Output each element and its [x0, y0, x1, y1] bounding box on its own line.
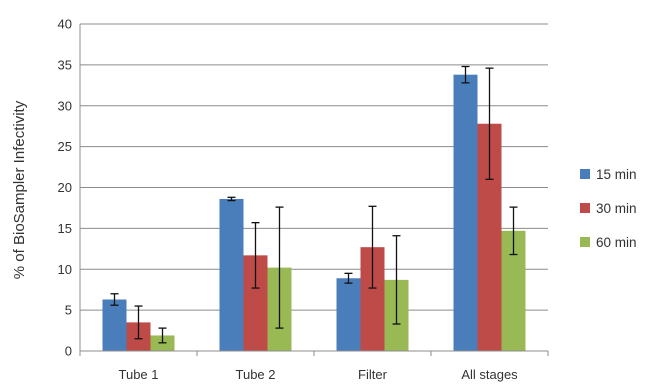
legend-swatch [580, 203, 590, 213]
bar [219, 198, 244, 351]
y-tick-label: 40 [58, 17, 72, 32]
legend-label: 60 min [596, 235, 637, 250]
error-bars [110, 65, 518, 344]
x-tick-label: All stages [461, 367, 518, 382]
legend-swatch [580, 169, 590, 179]
bars [102, 74, 526, 351]
x-tick-label: Filter [358, 367, 388, 382]
legend: 15 min 30 min 60 min [580, 167, 637, 250]
legend-label: 30 min [596, 201, 637, 216]
y-tick-label: 30 [58, 98, 72, 113]
legend-swatch [580, 237, 590, 247]
tick-labels: 0 5 10 15 20 25 30 35 40 Tube 1 Tube 2 Filter All st… [58, 17, 519, 383]
legend-label: 15 min [596, 167, 637, 182]
bar [336, 278, 361, 351]
gridlines [80, 23, 548, 311]
y-axis-title: % of BioSampler Infectivity [11, 100, 28, 279]
y-tick-label: 15 [58, 221, 72, 236]
x-tick-label: Tube 1 [119, 367, 159, 382]
axes [79, 24, 549, 356]
x-tick-label: Tube 2 [236, 367, 276, 382]
y-tick-label: 5 [65, 303, 72, 318]
y-tick-label: 20 [58, 180, 72, 195]
y-tick-label: 25 [58, 139, 72, 154]
y-tick-label: 35 [58, 57, 72, 72]
y-tick-label: 10 [58, 262, 72, 277]
bar [453, 74, 478, 351]
bar [102, 299, 127, 351]
y-tick-label: 0 [65, 344, 72, 359]
